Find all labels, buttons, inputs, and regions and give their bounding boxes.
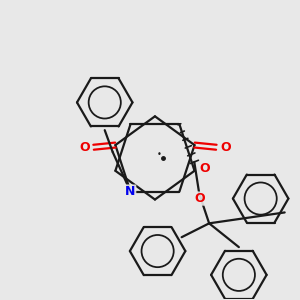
Text: O: O <box>220 141 231 154</box>
Text: O: O <box>80 141 90 154</box>
Text: N: N <box>125 185 136 198</box>
Text: •: • <box>157 151 161 160</box>
Text: O: O <box>194 192 205 205</box>
Text: O: O <box>199 162 210 175</box>
